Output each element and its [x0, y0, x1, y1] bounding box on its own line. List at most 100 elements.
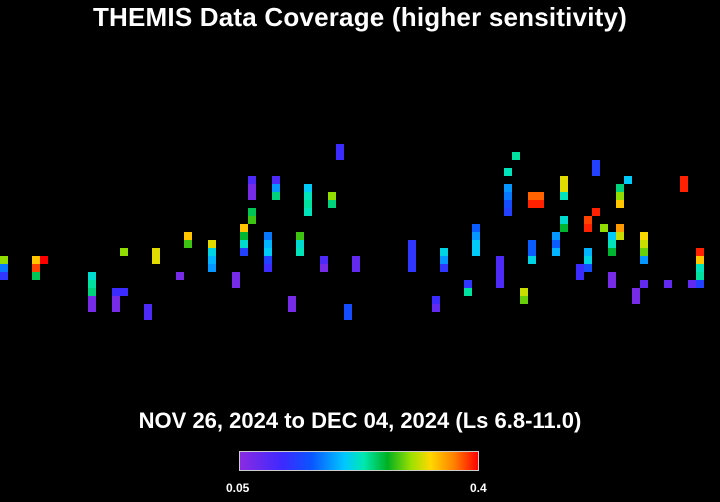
coverage-cell	[208, 240, 216, 248]
coverage-cell	[616, 232, 624, 240]
coverage-cell	[408, 248, 416, 256]
coverage-cell	[88, 272, 96, 280]
coverage-cell	[320, 256, 328, 264]
coverage-cell	[504, 200, 512, 208]
date-range-subtitle: NOV 26, 2024 to DEC 04, 2024 (Ls 6.8-11.…	[138, 408, 582, 433]
colorbar-min-label: 0.05	[226, 481, 250, 495]
coverage-cell	[472, 240, 480, 248]
coverage-cell	[560, 192, 568, 200]
coverage-cell	[0, 264, 8, 272]
coverage-cell	[152, 248, 160, 256]
coverage-cell	[632, 296, 640, 304]
coverage-cell	[504, 192, 512, 200]
coverage-cell	[608, 240, 616, 248]
coverage-cell	[520, 288, 528, 296]
coverage-cell	[88, 304, 96, 312]
coverage-cell	[112, 296, 120, 304]
coverage-cell	[528, 256, 536, 264]
coverage-cell	[560, 216, 568, 224]
coverage-cell	[408, 264, 416, 272]
coverage-cell	[608, 248, 616, 256]
coverage-cell	[528, 200, 536, 208]
coverage-cell	[184, 240, 192, 248]
coverage-cell	[304, 200, 312, 208]
coverage-cell	[664, 280, 672, 288]
coverage-cell	[328, 200, 336, 208]
coverage-cell	[272, 192, 280, 200]
coverage-cell	[616, 200, 624, 208]
coverage-cell	[584, 256, 592, 264]
coverage-cell	[32, 272, 40, 280]
coverage-cell	[496, 264, 504, 272]
coverage-cell	[232, 272, 240, 280]
coverage-cell	[496, 272, 504, 280]
coverage-cell	[616, 184, 624, 192]
coverage-cell	[408, 256, 416, 264]
coverage-cell	[88, 296, 96, 304]
coverage-cell	[272, 184, 280, 192]
coverage-cell	[40, 256, 48, 264]
coverage-cell	[696, 272, 704, 280]
coverage-cell	[552, 248, 560, 256]
coverage-cell	[552, 232, 560, 240]
coverage-cell	[576, 264, 584, 272]
coverage-cell	[528, 240, 536, 248]
coverage-cell	[616, 192, 624, 200]
coverage-cell	[584, 248, 592, 256]
coverage-cell	[408, 240, 416, 248]
coverage-cell	[248, 192, 256, 200]
coverage-cell	[296, 248, 304, 256]
colorbar-max-label: 0.4	[470, 481, 487, 495]
coverage-cell	[88, 280, 96, 288]
coverage-cell	[696, 256, 704, 264]
coverage-cell	[240, 232, 248, 240]
coverage-cell	[288, 304, 296, 312]
coverage-cell	[496, 280, 504, 288]
coverage-cell	[576, 272, 584, 280]
coverage-cell	[32, 264, 40, 272]
coverage-cell	[600, 224, 608, 232]
coverage-cell	[112, 304, 120, 312]
coverage-cell	[288, 296, 296, 304]
coverage-cell	[472, 232, 480, 240]
coverage-map	[0, 144, 704, 320]
coverage-cell	[640, 256, 648, 264]
coverage-cell	[264, 232, 272, 240]
coverage-cell	[264, 264, 272, 272]
coverage-cell	[496, 256, 504, 264]
coverage-cell	[232, 280, 240, 288]
coverage-cell	[240, 240, 248, 248]
coverage-cell	[560, 224, 568, 232]
coverage-cell	[88, 288, 96, 296]
coverage-cell	[608, 232, 616, 240]
coverage-cell	[680, 184, 688, 192]
coverage-cell	[528, 192, 536, 200]
coverage-cell	[120, 248, 128, 256]
coverage-cell	[208, 264, 216, 272]
coverage-cell	[504, 208, 512, 216]
coverage-cell	[304, 184, 312, 192]
coverage-cell	[608, 272, 616, 280]
coverage-cell	[688, 280, 696, 288]
coverage-cell	[592, 160, 600, 168]
coverage-cell	[464, 280, 472, 288]
coverage-cell	[304, 208, 312, 216]
coverage-cell	[208, 256, 216, 264]
coverage-cell	[536, 192, 544, 200]
coverage-cell	[504, 168, 512, 176]
coverage-cell	[32, 256, 40, 264]
coverage-cell	[320, 264, 328, 272]
coverage-cell	[144, 312, 152, 320]
coverage-cell	[616, 224, 624, 232]
coverage-cell	[336, 152, 344, 160]
coverage-cell	[696, 264, 704, 272]
coverage-cell	[624, 176, 632, 184]
coverage-cell	[432, 296, 440, 304]
coverage-cell	[472, 248, 480, 256]
coverage-cell	[592, 168, 600, 176]
coverage-cell	[536, 200, 544, 208]
coverage-cell	[264, 248, 272, 256]
coverage-cell	[592, 208, 600, 216]
coverage-cell	[560, 176, 568, 184]
coverage-cell	[248, 184, 256, 192]
